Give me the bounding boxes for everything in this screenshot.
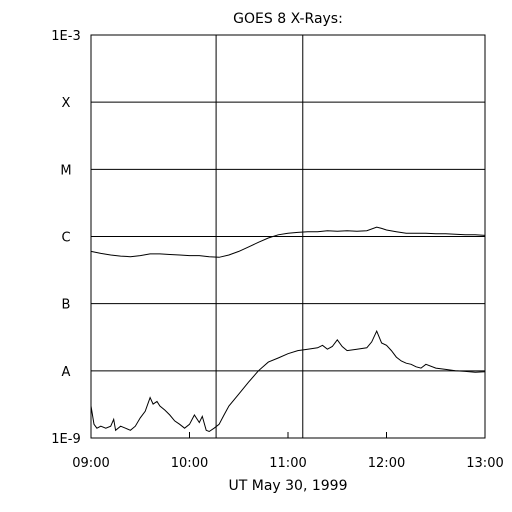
time-markers [215, 35, 304, 438]
series-line-short [90, 329, 486, 433]
y-tick-label: A [62, 365, 71, 380]
y-tick-label: 1E-3 [51, 29, 80, 44]
x-axis-ticks: 09:00 10:00 11:00 12:00 13:00 [72, 432, 504, 471]
y-axis-ticks: 1E-3 X M C B A 1E-9 [51, 29, 80, 447]
x-tick-label: 11:00 [269, 456, 306, 471]
x-axis-label: UT May 30, 1999 [229, 478, 348, 494]
gridlines [91, 34, 485, 439]
y-tick-label: C [61, 231, 70, 246]
chart-title: GOES 8 X-Rays: [233, 11, 343, 27]
y-tick-label: M [60, 163, 71, 178]
x-tick-label: 12:00 [368, 456, 405, 471]
x-tick-label: 13:00 [466, 456, 503, 471]
series-line-long [90, 226, 486, 258]
series-layer [90, 226, 486, 433]
y-tick-label: B [62, 298, 71, 313]
y-tick-label: X [62, 96, 71, 111]
x-tick-label: 09:00 [72, 456, 109, 471]
y-tick-label: 1E-9 [51, 432, 80, 447]
x-tick-label: 10:00 [171, 456, 208, 471]
